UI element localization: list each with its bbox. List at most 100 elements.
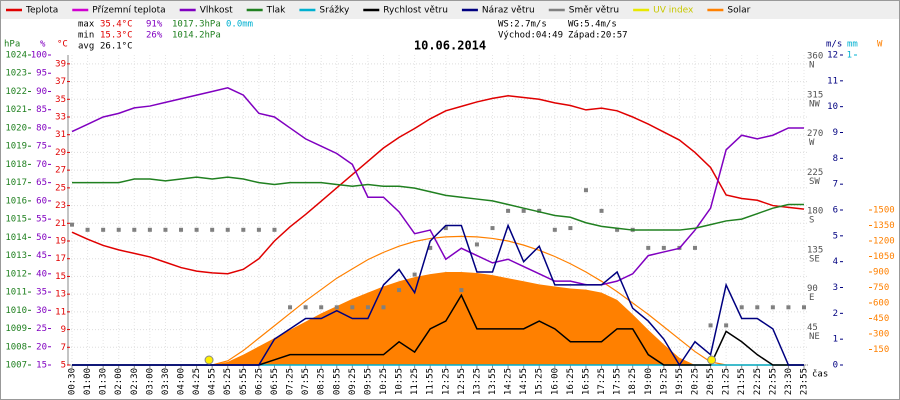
compass-label: NW — [809, 99, 820, 109]
stat-ws: WS:2.7m/s — [498, 20, 547, 30]
stat-avg-temp: 26.1°C — [100, 42, 133, 52]
legend-label: UV index — [653, 6, 694, 16]
x-tick-label: 07:25 — [286, 368, 296, 395]
y-tick-label: 70 — [36, 160, 47, 170]
direction-point — [272, 227, 277, 232]
y-tick-label: 60 — [36, 196, 47, 206]
x-tick-label: 01:30 — [99, 368, 109, 395]
legend-label: Rychlost větru — [383, 6, 448, 16]
direction-point — [459, 288, 464, 293]
x-tick-label: 19:25 — [659, 368, 669, 395]
y-tick-label: 25 — [36, 324, 47, 334]
stat-min-hum: 26% — [146, 31, 163, 41]
y-tick-label: 225 — [807, 168, 823, 178]
y-tick-label: 1022 — [5, 87, 27, 97]
compass-label: E — [809, 293, 814, 303]
legend-label: Směr větru — [569, 6, 619, 16]
y-tick-label: 40 — [36, 269, 47, 279]
direction-point — [85, 227, 90, 232]
compass-label: SE — [809, 254, 820, 264]
y-tick-label: 1017 — [5, 178, 27, 188]
series-line — [72, 223, 804, 367]
x-tick-label: 20:55 — [706, 368, 716, 395]
x-tick-label: 17:55 — [613, 368, 623, 395]
y-tick-label: 1016 — [5, 196, 27, 206]
y-tick-label: 1018 — [5, 160, 27, 170]
y-tick-label: 90 — [36, 87, 47, 97]
y-tick-label: 150 — [873, 345, 889, 355]
y-tick-label: 450 — [873, 314, 889, 324]
x-tick-label: 13:55 — [488, 368, 498, 395]
direction-point — [397, 288, 402, 293]
direction-point — [147, 227, 152, 232]
direction-point — [506, 208, 511, 213]
y-tick-label: 135 — [807, 245, 823, 255]
direction-point — [661, 245, 666, 250]
y-tick-label: 95 — [36, 69, 47, 79]
direction-point — [724, 323, 729, 328]
y-tick-label: 85 — [36, 105, 47, 115]
x-tick-label: 14:55 — [519, 368, 529, 395]
y-tick-label: 9 — [61, 325, 66, 335]
x-tick-label: 06:25 — [254, 368, 264, 395]
legend-label: Srážky — [319, 6, 350, 16]
legend-label: Solar — [727, 6, 750, 16]
x-tick-label: 22:55 — [768, 368, 778, 395]
y-tick-label: 300 — [873, 330, 889, 340]
x-tick-label: 10:25 — [379, 368, 389, 395]
y-tick-label: 13 — [55, 290, 66, 300]
axis-unit: W — [877, 40, 883, 50]
x-tick-label: 07:55 — [301, 368, 311, 395]
x-tick-label: 04:00 — [177, 368, 187, 395]
x-tick-label: 06:55 — [270, 368, 280, 395]
compass-label: NE — [809, 332, 820, 342]
axis-unit: °C — [57, 40, 68, 50]
y-tick-label: 1024 — [5, 51, 27, 61]
direction-point — [646, 245, 651, 250]
x-tick-label: 12:25 — [441, 368, 451, 395]
x-tick-label: 09:55 — [363, 368, 373, 395]
direction-point — [179, 227, 184, 232]
y-tick-label: 15 — [55, 272, 66, 282]
y-tick-label: 25 — [55, 183, 66, 193]
x-tick-label: 22:25 — [753, 368, 763, 395]
direction-point — [210, 227, 215, 232]
direction-point — [552, 227, 557, 232]
x-tick-label: 16:55 — [581, 368, 591, 395]
x-tick-label: 15:25 — [535, 368, 545, 395]
y-tick-label: 15 — [36, 361, 47, 371]
direction-point — [739, 305, 744, 310]
y-tick-label: 1015 — [5, 215, 27, 225]
y-tick-label: 180 — [807, 207, 823, 217]
x-tick-label: 23:55 — [800, 368, 810, 395]
direction-point — [537, 208, 542, 213]
x-tick-label: 08:55 — [332, 368, 342, 395]
stat-sunset: Západ:20:57 — [568, 31, 628, 41]
direction-point — [241, 227, 246, 232]
compass-label: N — [809, 61, 814, 71]
x-tick-label: 20:25 — [690, 368, 700, 395]
y-tick-label: 50 — [36, 233, 47, 243]
x-tick-label: 02:30 — [130, 368, 140, 395]
y-tick-label: 1013 — [5, 251, 27, 261]
stat-max-press: 1017.3hPa — [172, 20, 221, 30]
x-tick-label: 19:00 — [644, 368, 654, 395]
x-tick-label: 01:00 — [83, 368, 93, 395]
x-tick-label: 11:55 — [426, 368, 436, 395]
axis-unit: mm — [847, 40, 858, 50]
y-tick-label: 315 — [807, 90, 823, 100]
y-tick-label: 1007 — [5, 361, 27, 371]
legend-bar — [1, 1, 899, 19]
axis-unit: % — [40, 40, 46, 50]
stat-sunrise: Východ:04:49 — [498, 31, 563, 41]
x-tick-label: 04:25 — [192, 368, 202, 395]
x-tick-label: 21:55 — [737, 368, 747, 395]
y-tick-label: 1350 — [873, 221, 895, 231]
chart-title: 10.06.2014 — [414, 39, 486, 53]
stat-max-rain: 0.0mm — [226, 20, 253, 30]
y-tick-label: 27 — [55, 166, 66, 176]
x-tick-label: 16:25 — [566, 368, 576, 395]
y-tick-label: 11 — [827, 76, 838, 86]
stat-max-hum: 91% — [146, 20, 163, 30]
y-tick-label: 600 — [873, 299, 889, 309]
